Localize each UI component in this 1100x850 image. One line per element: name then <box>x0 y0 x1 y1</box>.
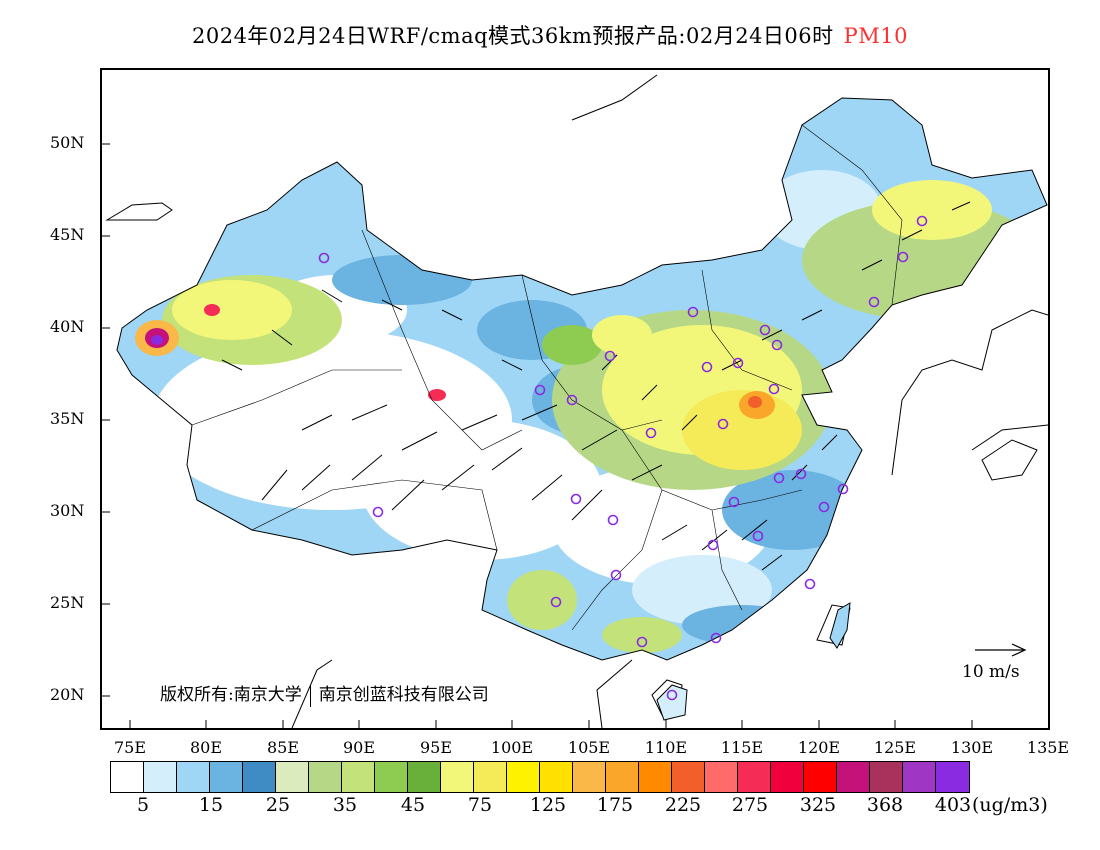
colorbar-swatch <box>309 762 342 792</box>
lat-label-40n: 40N <box>50 317 85 336</box>
lon-label-100e: 100E <box>490 738 534 757</box>
colorbar-swatch <box>837 762 870 792</box>
colorbar-tick: 275 <box>731 794 769 816</box>
colorbar-swatch <box>276 762 309 792</box>
colorbar-swatch <box>639 762 672 792</box>
city-markers <box>318 215 928 701</box>
pm10-field <box>117 98 1047 660</box>
colorbar-tick: 225 <box>664 794 702 816</box>
province-borders <box>191 124 903 631</box>
title-text: 2024年02月24日WRF/cmaq模式36km预报产品:02月24日06时 <box>191 24 834 48</box>
colorbar-swatch <box>606 762 639 792</box>
copyright-left: 版权所有:南京大学 <box>160 685 302 705</box>
colorbar-swatch <box>144 762 177 792</box>
colorbar-tick: 325 <box>799 794 837 816</box>
colorbar-swatch <box>573 762 606 792</box>
copyright-note: 版权所有:南京大学 南京创蓝科技有限公司 <box>160 680 489 707</box>
lon-label-80e: 80E <box>189 738 223 757</box>
pollutant-label: PM10 <box>843 24 909 48</box>
map-title: 2024年02月24日WRF/cmaq模式36km预报产品:02月24日06时 P… <box>0 20 1100 50</box>
colorbar-swatch <box>903 762 936 792</box>
lon-label-75e: 75E <box>113 738 147 757</box>
taiwan-island <box>829 602 851 649</box>
colorbar-swatch <box>672 762 705 792</box>
coastline-layer <box>105 74 1048 728</box>
colorbar-tick: 25 <box>265 794 291 816</box>
colorbar-swatch <box>474 762 507 792</box>
colorbar-swatch <box>705 762 738 792</box>
colorbar-swatch <box>936 762 969 792</box>
wind-reference-label: 10 m/s <box>962 662 1020 682</box>
colorbar-tick: 125 <box>529 794 567 816</box>
colorbar-swatch <box>804 762 837 792</box>
lon-label-130e: 130E <box>950 738 994 757</box>
lat-label-50n: 50N <box>50 133 85 152</box>
china-border <box>116 97 1048 661</box>
colorbar-swatch <box>111 762 144 792</box>
map-panel[interactable] <box>100 68 1050 730</box>
lat-label-20n: 20N <box>50 685 85 704</box>
lat-label-25n: 25N <box>50 593 85 612</box>
colorbar-swatch <box>342 762 375 792</box>
lon-label-125e: 125E <box>873 738 917 757</box>
wind-vectors <box>221 201 971 571</box>
lon-label-90e: 90E <box>342 738 376 757</box>
lat-label-30n: 30N <box>50 501 85 520</box>
lon-label-85e: 85E <box>266 738 300 757</box>
colorbar-tick: 35 <box>332 794 358 816</box>
lat-label-45n: 45N <box>50 225 85 244</box>
colorbar-tick: 45 <box>400 794 426 816</box>
colorbar-swatch <box>540 762 573 792</box>
colorbar-swatch <box>870 762 903 792</box>
colorbar-swatch <box>738 762 771 792</box>
colorbar <box>110 761 970 793</box>
colorbar-tick: 403 <box>934 794 972 816</box>
colorbar-tick: 75 <box>467 794 493 816</box>
lat-label-35n: 35N <box>50 409 85 428</box>
lon-label-120e: 120E <box>797 738 841 757</box>
copyright-right: 南京创蓝科技有限公司 <box>318 685 489 705</box>
colorbar-swatch <box>507 762 540 792</box>
lon-label-110e: 110E <box>644 738 688 757</box>
colorbar-swatch <box>177 762 210 792</box>
colorbar-swatch <box>771 762 804 792</box>
lon-label-115e: 115E <box>720 738 764 757</box>
colorbar-tick: 368 <box>866 794 904 816</box>
lon-label-105e: 105E <box>567 738 611 757</box>
colorbar-swatch <box>408 762 441 792</box>
colorbar-tick: 15 <box>198 794 224 816</box>
wind-reference: 10 m/s <box>960 638 1050 686</box>
hainan-island <box>656 684 688 721</box>
reference-arrow-icon <box>975 643 1027 657</box>
colorbar-tick: 175 <box>596 794 634 816</box>
lon-label-95e: 95E <box>419 738 453 757</box>
colorbar-swatch <box>243 762 276 792</box>
axis-ticks <box>102 143 973 728</box>
colorbar-unit: (ug/m3) <box>972 794 1048 816</box>
colorbar-swatch <box>375 762 408 792</box>
colorbar-swatch <box>441 762 474 792</box>
copyright-divider <box>309 684 311 707</box>
colorbar-tick: 5 <box>136 794 150 816</box>
colorbar-swatch <box>210 762 243 792</box>
lon-label-135e: 135E <box>1026 738 1070 757</box>
